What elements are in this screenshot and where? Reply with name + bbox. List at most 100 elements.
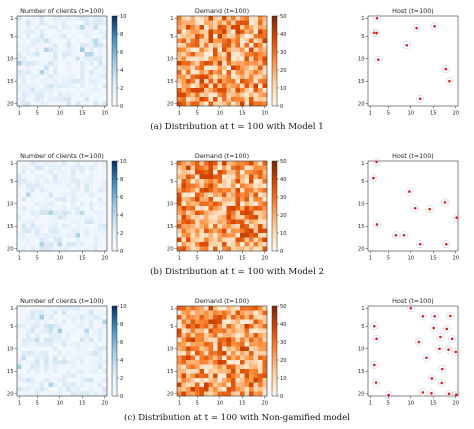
demand-heatmap-row3-cell bbox=[208, 319, 214, 325]
demand-heatmap-row3-cell bbox=[262, 360, 268, 365]
clients-heatmap-row3-cell bbox=[30, 346, 36, 352]
demand-heatmap-row1-cell bbox=[217, 79, 223, 84]
demand-heatmap-row1-cell bbox=[258, 29, 263, 35]
demand-heatmap-row3-colorbar-segment bbox=[272, 335, 277, 338]
demand-heatmap-row3-cell bbox=[181, 337, 187, 343]
clients-heatmap-row3-cell bbox=[57, 391, 63, 397]
demand-heatmap-row3-cell bbox=[253, 391, 259, 397]
demand-heatmap-row2-xtick-label: 1 bbox=[178, 256, 181, 262]
demand-heatmap-row3-cell bbox=[240, 346, 245, 352]
demand-heatmap-row1-cell bbox=[240, 52, 245, 57]
clients-heatmap-row3-cell bbox=[57, 310, 63, 316]
clients-heatmap-row3-cell bbox=[44, 355, 49, 361]
demand-heatmap-row3-cell bbox=[249, 378, 254, 383]
demand-heatmap-row3-cell bbox=[208, 382, 214, 388]
demand-heatmap-row2-cell bbox=[226, 237, 232, 243]
clients-heatmap-row2-cell bbox=[71, 224, 76, 229]
clients-heatmap-row1-cell bbox=[66, 16, 72, 21]
demand-heatmap-row2-cell bbox=[249, 188, 254, 193]
clients-heatmap-row3-cell bbox=[35, 382, 40, 388]
clients-heatmap-row2-cell bbox=[48, 179, 54, 184]
demand-heatmap-row1-cell bbox=[213, 79, 218, 84]
demand-heatmap-row1-cell bbox=[213, 92, 218, 98]
clients-heatmap-row1-cell bbox=[62, 43, 67, 48]
clients-heatmap-row2-cell bbox=[26, 161, 31, 166]
clients-heatmap-row1-cell bbox=[75, 74, 81, 80]
clients-heatmap-row2-cell bbox=[39, 165, 45, 171]
clients-heatmap-row3-cell bbox=[80, 328, 85, 334]
demand-heatmap-row3-cell bbox=[217, 364, 223, 370]
clients-heatmap-row2-xtick-label: 15 bbox=[79, 256, 86, 262]
demand-heatmap-row2-cell bbox=[177, 188, 182, 193]
demand-heatmap-row1-cell bbox=[204, 74, 209, 80]
demand-heatmap-row3-cell bbox=[249, 337, 254, 343]
demand-heatmap-row2-cell bbox=[244, 192, 250, 198]
host-scatter-row1-xtick-label: 15 bbox=[430, 111, 437, 117]
demand-heatmap-row3-cell bbox=[181, 382, 187, 388]
clients-heatmap-row1-cell bbox=[98, 56, 103, 62]
demand-heatmap-row1-colorbar-segment bbox=[272, 88, 277, 91]
demand-heatmap-row2-cell bbox=[204, 237, 209, 243]
clients-heatmap-row3-cell bbox=[48, 342, 54, 347]
demand-heatmap-row1-cell bbox=[177, 25, 182, 30]
demand-heatmap-row2-cell bbox=[217, 246, 223, 252]
demand-heatmap-row1-cell bbox=[235, 65, 241, 71]
demand-heatmap-row3-colorbar-segment bbox=[272, 375, 277, 379]
clients-heatmap-row3-cell bbox=[71, 306, 76, 311]
demand-heatmap-row2-cell bbox=[190, 233, 196, 238]
demand-heatmap-row2-cell bbox=[244, 179, 250, 184]
demand-heatmap-row3-cell bbox=[217, 360, 223, 365]
clients-heatmap-row1-cell bbox=[62, 97, 67, 102]
clients-heatmap-row2-cell bbox=[84, 183, 90, 189]
demand-heatmap-row1-xtick-label: 1 bbox=[178, 111, 181, 117]
demand-heatmap-row1-cell bbox=[240, 56, 245, 62]
clients-heatmap-row3-ytick-label: 10 bbox=[7, 347, 14, 353]
demand-heatmap-row1-colorbar-label: 40 bbox=[280, 32, 287, 38]
demand-heatmap-row2-cell bbox=[208, 237, 214, 243]
clients-heatmap-row1-colorbar-segment bbox=[112, 74, 117, 77]
demand-heatmap-row1-cell bbox=[199, 61, 205, 66]
clients-heatmap-row2-cell bbox=[66, 206, 72, 211]
clients-heatmap-row3-cell bbox=[21, 328, 27, 334]
clients-heatmap-row3-cell bbox=[21, 364, 27, 370]
demand-heatmap-row3-cell bbox=[249, 315, 254, 320]
demand-heatmap-row2-cell bbox=[186, 215, 191, 220]
clients-heatmap-row3-cell bbox=[48, 328, 54, 334]
host-range-ring bbox=[430, 312, 439, 321]
demand-heatmap-row2-cell bbox=[262, 210, 268, 216]
clients-heatmap-row2-xtick-label: 20 bbox=[101, 256, 108, 262]
demand-heatmap-row1-cell bbox=[253, 43, 259, 48]
clients-heatmap-row3-cell bbox=[35, 310, 40, 316]
clients-heatmap-row3-cell bbox=[21, 382, 27, 388]
demand-heatmap-row3-cell bbox=[231, 378, 236, 383]
demand-heatmap-row1-cell bbox=[195, 83, 200, 89]
clients-heatmap-row1-cell bbox=[89, 16, 94, 21]
clients-heatmap-row3-cell bbox=[48, 369, 54, 374]
demand-heatmap-row3-cell bbox=[244, 324, 250, 329]
demand-heatmap-row3-cell bbox=[240, 324, 245, 329]
demand-heatmap-row2-cell bbox=[213, 174, 218, 180]
clients-heatmap-row3-cell bbox=[71, 364, 76, 370]
clients-heatmap-row3-cell bbox=[84, 369, 90, 374]
clients-heatmap-row3-cell bbox=[44, 342, 49, 347]
clients-heatmap-row3-cell bbox=[84, 373, 90, 379]
demand-heatmap-row2-cell bbox=[231, 219, 236, 225]
clients-heatmap-row3-colorbar-segment bbox=[112, 360, 117, 363]
clients-heatmap-row2-cell bbox=[102, 237, 108, 243]
demand-heatmap-row1-cell bbox=[190, 92, 196, 98]
demand-heatmap-row2-colorbar-segment bbox=[272, 190, 277, 193]
demand-heatmap-row1-cell bbox=[199, 74, 205, 80]
demand-heatmap-row3-cell bbox=[253, 360, 259, 365]
demand-heatmap-row1-cell bbox=[249, 88, 254, 93]
demand-heatmap-row3-cell bbox=[222, 360, 227, 365]
demand-heatmap-row2-cell bbox=[190, 224, 196, 229]
clients-heatmap-row2-cell bbox=[48, 197, 54, 202]
clients-heatmap-row2-cell bbox=[89, 228, 94, 234]
clients-heatmap-row1-cell bbox=[21, 56, 27, 62]
demand-heatmap-row2-cell bbox=[199, 188, 205, 193]
clients-heatmap-row1-cell bbox=[35, 38, 40, 44]
host-scatter-row2-xtick-label: 5 bbox=[387, 256, 390, 262]
demand-heatmap-row2-cell bbox=[249, 197, 254, 202]
host-point bbox=[373, 363, 376, 367]
demand-heatmap-row1-cell bbox=[204, 43, 209, 48]
